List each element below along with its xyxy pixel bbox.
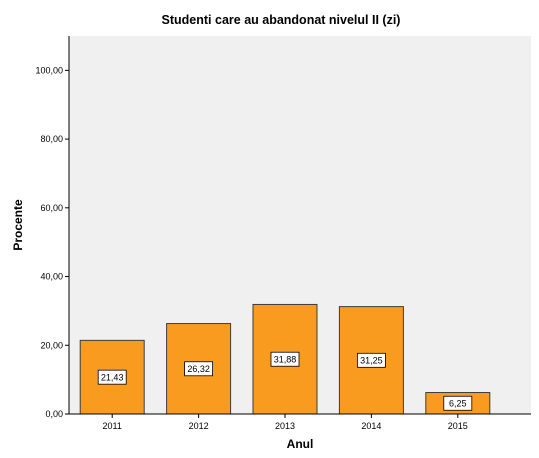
y-tick-label: 100,00: [35, 65, 63, 75]
bars-layer: 21,43 26,32 31,88 31,25 6,25: [79, 303, 491, 415]
x-axis: 2011 2012 2013 2014 2015: [69, 413, 531, 431]
y-tick-label: 60,00: [40, 203, 63, 213]
y-tick-label: 80,00: [40, 134, 63, 144]
data-label: 21,43: [101, 372, 124, 382]
data-label: 6,25: [449, 399, 467, 409]
data-label-box: [270, 351, 300, 367]
y-axis: 0,00 20,00 40,00 60,00 80,00 100,00: [35, 36, 70, 419]
x-tick-label: 2015: [448, 421, 468, 431]
data-label: 26,32: [187, 364, 210, 374]
x-tick-label: 2012: [189, 421, 209, 431]
data-label: 31,88: [274, 355, 297, 365]
y-axis-title: Procente: [11, 199, 25, 251]
data-label-box: [184, 361, 214, 377]
data-label: 31,25: [360, 356, 383, 366]
y-tick-label: 0,00: [45, 409, 63, 419]
x-axis-title: Anul: [287, 437, 314, 451]
x-tick-label: 2013: [275, 421, 295, 431]
chart-title: Studenti care au abandonat nivelul II (z…: [162, 13, 401, 27]
y-tick-label: 40,00: [40, 272, 63, 282]
data-label-box: [97, 369, 127, 385]
y-tick-label: 20,00: [40, 340, 63, 350]
data-label-box: [443, 395, 473, 411]
x-tick-label: 2011: [103, 421, 122, 431]
x-tick-label: 2014: [361, 421, 381, 431]
data-label-box: [356, 352, 386, 368]
